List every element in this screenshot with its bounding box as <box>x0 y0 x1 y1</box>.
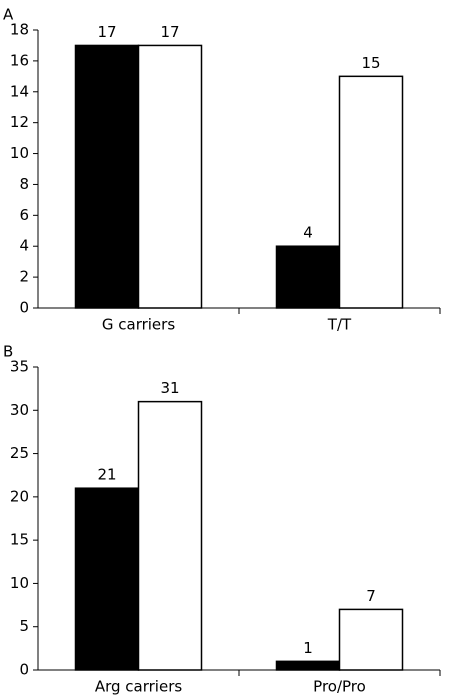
data-label: 15 <box>361 54 380 72</box>
y-tick-label: 0 <box>19 299 29 317</box>
data-label: 7 <box>366 587 376 605</box>
y-tick-label: 15 <box>10 531 29 549</box>
bar <box>74 44 140 309</box>
y-tick-label: 16 <box>10 51 29 69</box>
y-tick-label: 10 <box>10 144 29 162</box>
data-label: 21 <box>97 466 116 484</box>
y-tick-label: 12 <box>10 113 29 131</box>
panel-label: A <box>3 6 14 24</box>
y-tick-label: 35 <box>10 358 29 376</box>
y-tick-label: 2 <box>19 268 29 286</box>
y-tick-label: 14 <box>10 82 29 100</box>
data-label: 31 <box>160 379 179 397</box>
bar <box>137 400 203 671</box>
y-tick-label: 25 <box>10 444 29 462</box>
y-tick-label: 30 <box>10 401 29 419</box>
data-label: 4 <box>303 224 313 242</box>
bar <box>275 245 341 309</box>
bar <box>137 44 203 309</box>
bar <box>275 660 341 671</box>
x-tick-label: Pro/Pro <box>313 678 366 696</box>
panel-label: B <box>3 343 13 361</box>
bar <box>338 75 404 309</box>
data-label: 1 <box>303 639 313 657</box>
y-tick-label: 8 <box>19 175 29 193</box>
bar <box>338 608 404 671</box>
x-tick-label: Arg carriers <box>95 678 183 696</box>
y-tick-label: 0 <box>19 661 29 679</box>
data-label: 17 <box>97 23 116 41</box>
y-tick-label: 18 <box>10 21 29 39</box>
y-tick-label: 6 <box>19 206 29 224</box>
x-tick-label: T/T <box>327 316 352 334</box>
y-tick-label: 5 <box>19 617 29 635</box>
y-tick-label: 20 <box>10 487 29 505</box>
data-label: 17 <box>160 23 179 41</box>
y-tick-label: 10 <box>10 574 29 592</box>
x-tick-label: G carriers <box>102 316 175 334</box>
bar <box>74 487 140 671</box>
y-tick-label: 4 <box>19 237 29 255</box>
